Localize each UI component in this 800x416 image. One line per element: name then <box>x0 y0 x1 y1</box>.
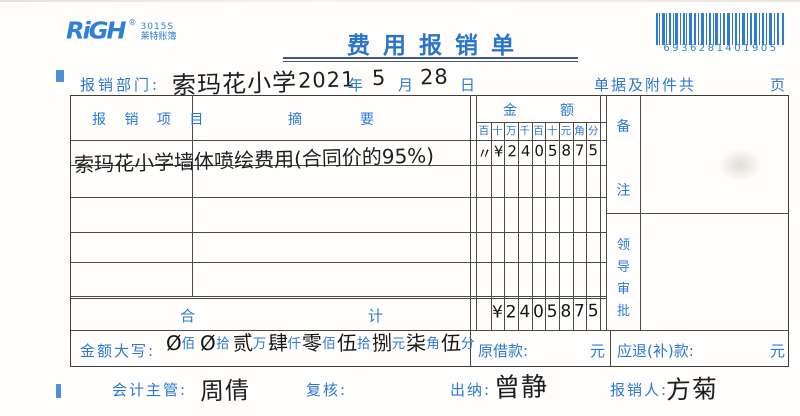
month-label: 月 <box>398 76 414 94</box>
scan-blue-mark-bottom <box>56 384 61 398</box>
title-underline <box>283 57 578 59</box>
accounting-supervisor-label: 会计主管: <box>112 381 188 399</box>
claimant-signature: 方菊 <box>665 374 719 405</box>
cashier-label: 出纳: <box>450 381 492 399</box>
attachment-count-label: 单据及附件共 <box>594 76 697 94</box>
note-label-char-1: 备 <box>616 119 631 135</box>
note-label-char-2: 注 <box>616 183 631 199</box>
title-underline-2 <box>283 61 578 62</box>
refund-unit: 元 <box>770 342 786 360</box>
brand-logo: RiGH ® 3015S 莱特账簿 <box>66 17 177 45</box>
total-label-char-1: 合 <box>180 307 196 325</box>
brand-name: 莱特账簿 <box>140 32 177 42</box>
approval-label-char-1: 领 <box>616 238 630 253</box>
scan-smudge-artifact <box>718 148 762 182</box>
amount-column-header-2: 额 <box>560 103 574 119</box>
total-amount-handwritten: ¥ 2 4 0 5 8 7 5 <box>491 301 599 323</box>
approval-label-char-2: 导 <box>616 260 630 275</box>
accounting-supervisor-signature: 周倩 <box>199 376 251 406</box>
year-label: 年 <box>348 76 364 94</box>
approval-label-char-4: 批 <box>616 304 630 319</box>
day-label: 日 <box>460 76 476 94</box>
form-table-border <box>70 95 789 367</box>
summary-column-header-2: 要 <box>360 112 374 128</box>
barcode-number: 6936281401905 <box>663 43 779 54</box>
page-title: 费用报销单 <box>347 33 527 59</box>
attachment-pages-label: 页 <box>770 76 786 94</box>
barcode: 6936281401905 <box>653 13 789 61</box>
original-loan-unit: 元 <box>590 342 606 360</box>
review-label: 复核: <box>306 381 348 399</box>
item-column-header: 报 销 项 目 <box>92 112 211 128</box>
amount-column-header-1: 金 <box>503 103 517 119</box>
refund-label: 应退(补)款: <box>617 342 694 360</box>
cashier-signature: 曾静 <box>493 372 549 404</box>
date-month-handwritten: 5 <box>371 65 387 91</box>
scan-edge-artifact <box>0 0 800 2</box>
registered-trademark-icon: ® <box>128 18 137 27</box>
brand-logo-text: RiGH <box>66 17 126 45</box>
barcode-bars <box>656 13 784 45</box>
amount-digit-headers: 百 十 万 千 百 十 元 角 分 <box>478 125 599 137</box>
original-loan-label: 原借款: <box>478 342 529 360</box>
approval-label-char-3: 审 <box>616 282 630 297</box>
total-label-char-2: 计 <box>368 307 384 325</box>
dept-label: 报销部门: <box>80 76 161 94</box>
scan-blue-mark-top <box>56 70 64 82</box>
brand-model: 3015S <box>140 22 175 32</box>
date-day-handwritten: 28 <box>419 64 450 90</box>
claimant-label: 报销人: <box>610 381 669 399</box>
row1-amount-handwritten: 〃 ¥ 2 4 0 5 8 7 5 <box>476 141 599 163</box>
summary-column-header-1: 摘 <box>288 112 302 128</box>
amount-words-label: 金额大写: <box>80 342 156 360</box>
